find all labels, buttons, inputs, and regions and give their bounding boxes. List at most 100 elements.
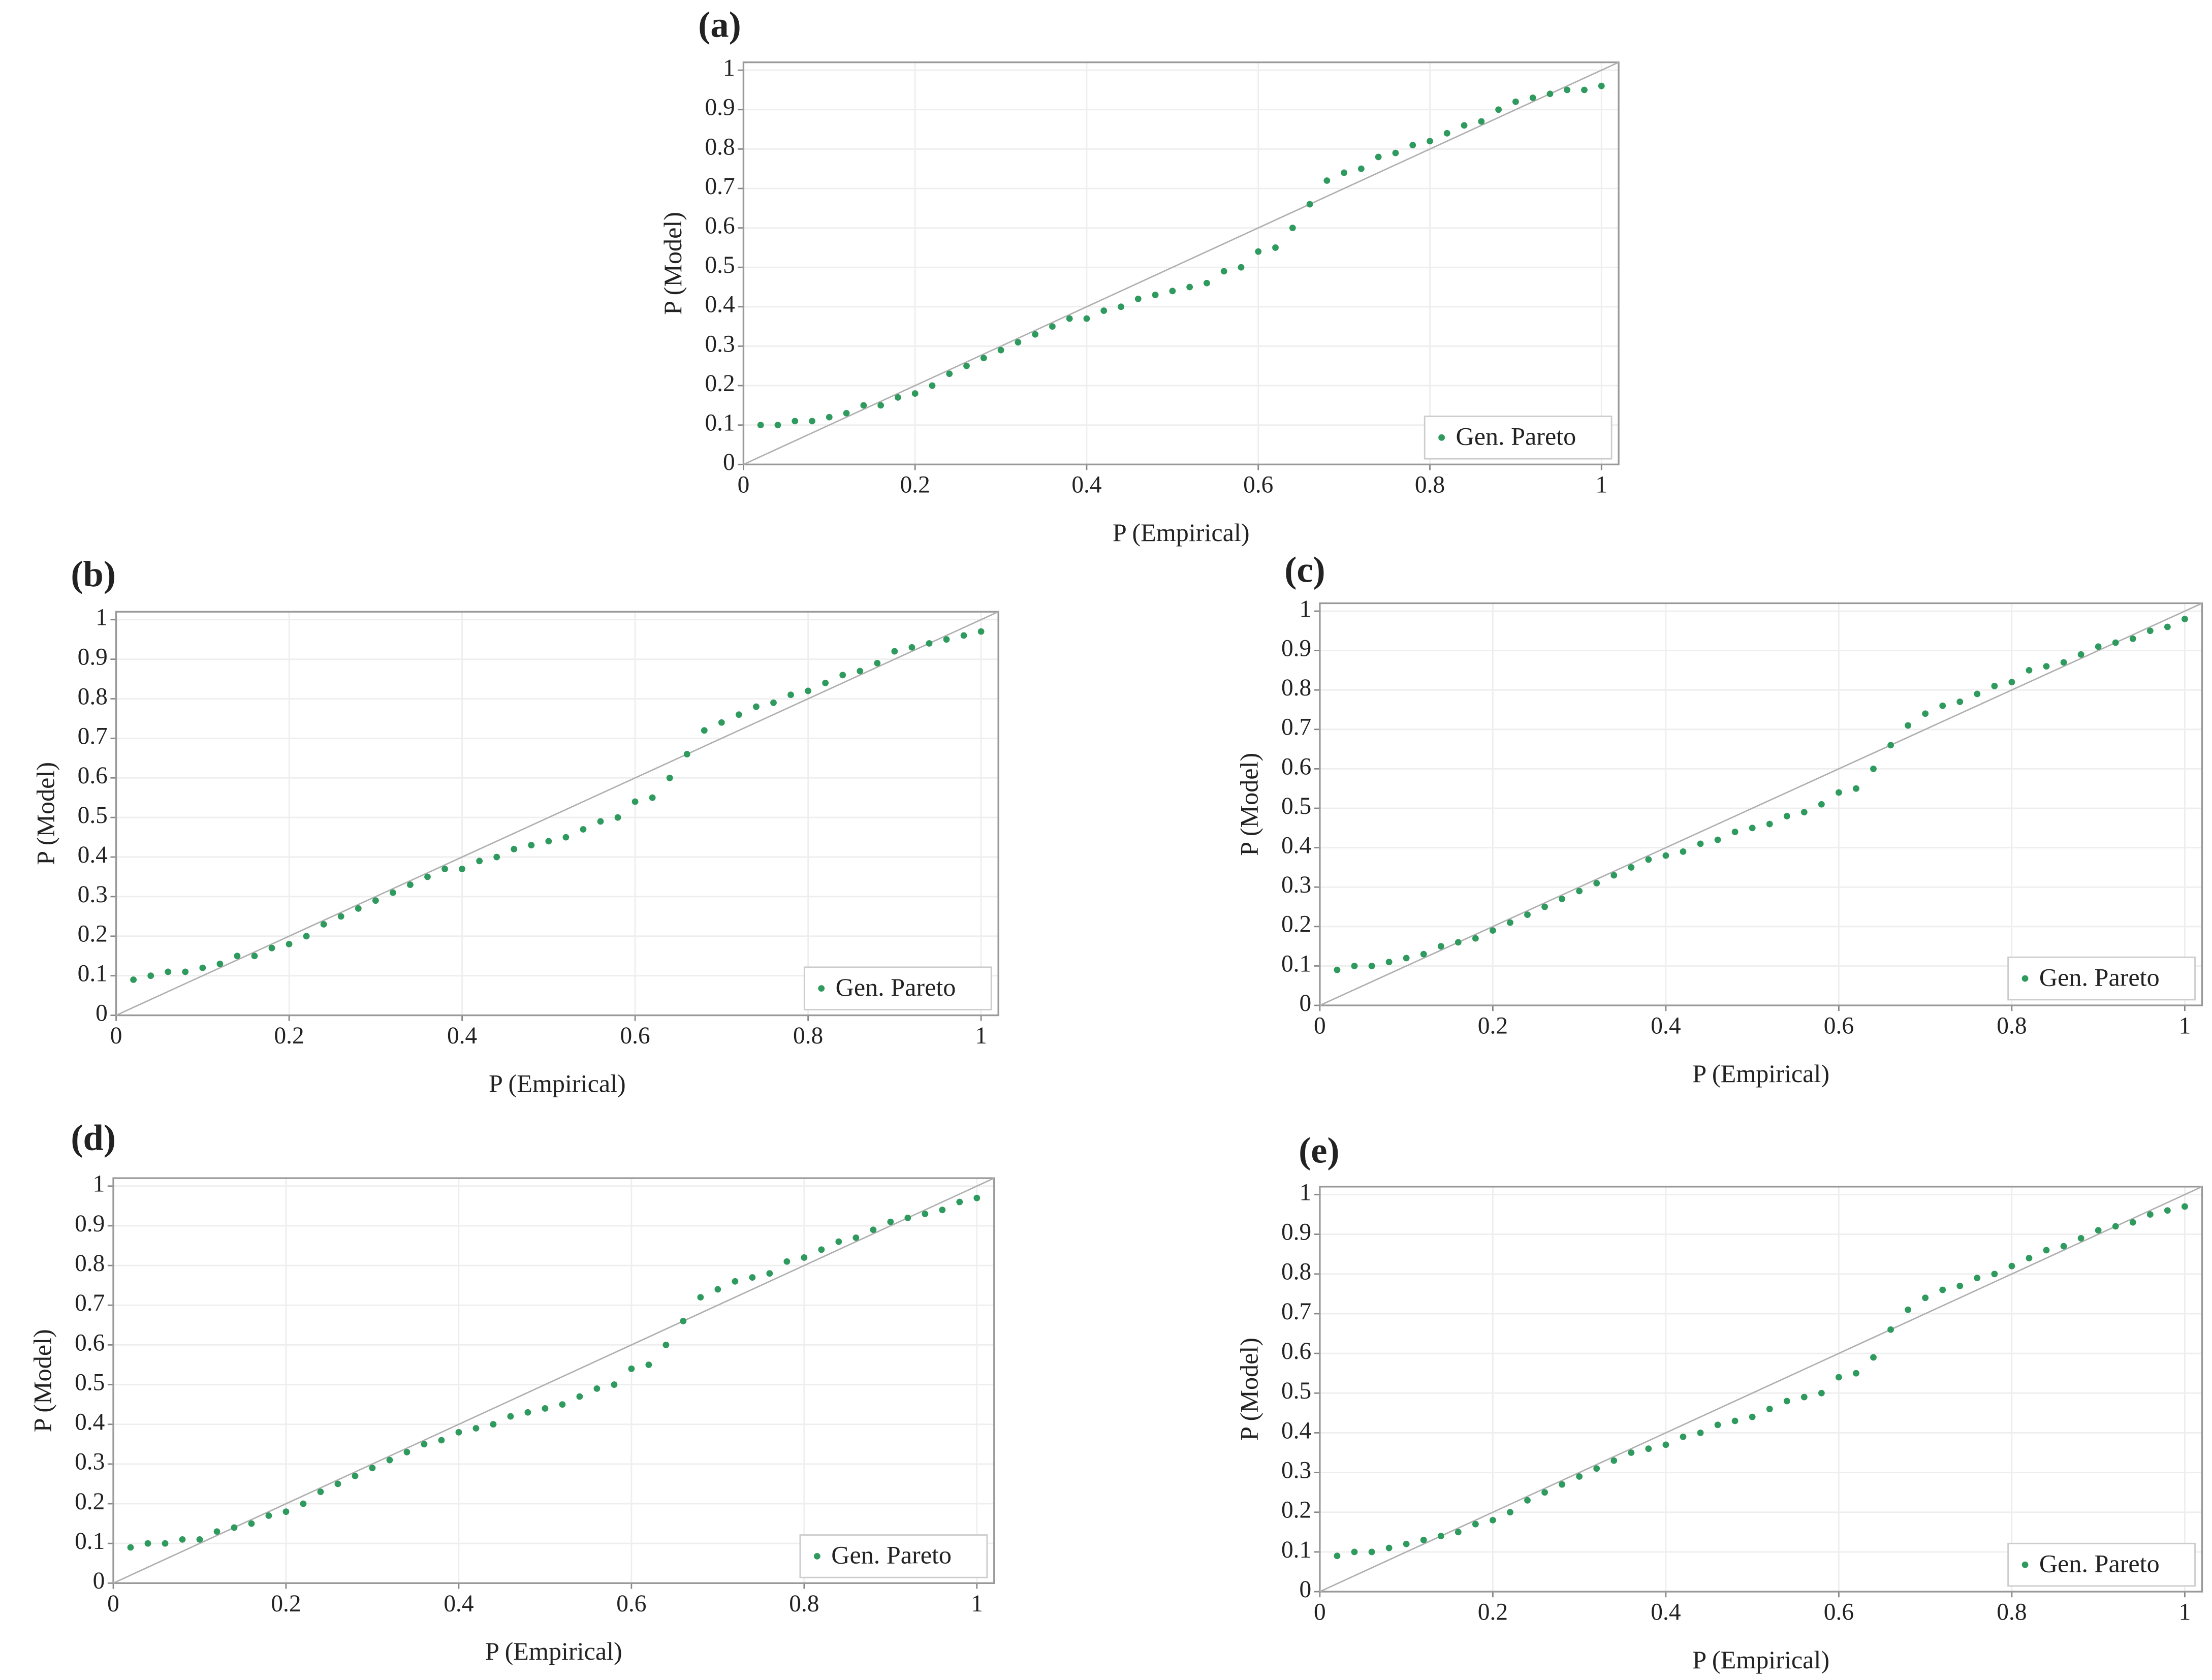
data-point — [1152, 292, 1159, 298]
data-point — [1495, 106, 1502, 113]
data-point — [649, 794, 656, 801]
x-tick-label: 0 — [1314, 1599, 1326, 1626]
data-point — [580, 826, 587, 833]
y-tick-label: 0.1 — [78, 961, 108, 987]
data-point — [887, 1218, 894, 1225]
y-tick-label: 0.6 — [1281, 1338, 1311, 1365]
data-point — [1306, 201, 1313, 208]
data-point — [303, 933, 310, 940]
x-axis-label: P (Empirical) — [1113, 518, 1250, 547]
data-point — [251, 953, 258, 960]
legend-box — [803, 966, 992, 1010]
data-point — [973, 1194, 981, 1201]
legend-marker — [2021, 1561, 2029, 1568]
x-tick-label: 0.6 — [620, 1023, 650, 1049]
x-tick-label: 0.8 — [1997, 1013, 2027, 1039]
legend-marker — [818, 985, 825, 992]
x-tick-label: 1 — [1595, 472, 1607, 498]
x-tick-label: 1 — [2179, 1013, 2191, 1039]
data-point — [1238, 264, 1245, 271]
data-point — [507, 1413, 514, 1420]
data-point — [1437, 1533, 1444, 1540]
data-point — [631, 798, 639, 805]
y-tick-label: 1 — [723, 55, 735, 81]
data-point — [1203, 279, 1210, 287]
y-tick-label: 0.9 — [705, 94, 735, 121]
data-point — [528, 842, 535, 849]
data-point — [1375, 153, 1382, 161]
data-point — [1581, 86, 1588, 93]
x-tick-label: 0.8 — [1997, 1599, 2027, 1626]
data-point — [809, 418, 815, 425]
data-point — [1564, 86, 1571, 93]
data-point — [1697, 840, 1704, 847]
data-point — [1015, 339, 1022, 346]
y-tick-label: 0 — [723, 449, 735, 476]
plot-frame — [1319, 602, 2203, 1006]
data-point — [874, 660, 881, 667]
data-point — [231, 1524, 238, 1531]
data-point — [960, 632, 967, 639]
data-point — [1461, 122, 1468, 129]
data-point — [939, 1207, 946, 1214]
data-point — [1628, 1449, 1635, 1456]
data-point — [1437, 943, 1444, 950]
data-point — [1507, 919, 1513, 926]
data-point — [818, 1246, 825, 1253]
data-point — [801, 1254, 808, 1261]
data-point — [1697, 1430, 1704, 1436]
x-tick-label: 0.4 — [1651, 1013, 1681, 1039]
y-tick-label: 0.9 — [78, 644, 108, 671]
x-tick-label: 0.4 — [447, 1023, 477, 1049]
data-point — [1853, 785, 1859, 792]
data-point — [545, 838, 552, 845]
data-point — [2077, 1235, 2084, 1242]
data-point — [334, 1480, 341, 1487]
data-point — [645, 1361, 652, 1368]
data-point — [337, 913, 344, 920]
data-point — [614, 814, 621, 821]
x-tick-label: 0 — [110, 1023, 122, 1049]
data-point — [455, 1429, 462, 1436]
data-point — [805, 687, 812, 694]
plot-frame — [1319, 1186, 2203, 1593]
data-point — [1783, 813, 1790, 819]
panel-title: (d) — [71, 1117, 116, 1158]
data-point — [196, 1536, 203, 1543]
y-tick-label: 0.3 — [1281, 872, 1311, 898]
data-point — [1731, 829, 1739, 835]
legend-box — [799, 1534, 988, 1578]
data-point — [2182, 1203, 2188, 1210]
data-point — [165, 968, 172, 975]
data-point — [2129, 1219, 2136, 1226]
data-point — [757, 422, 764, 429]
data-point — [908, 644, 915, 651]
data-point — [732, 1278, 739, 1285]
y-tick-label: 0.8 — [1281, 1259, 1311, 1285]
data-point — [680, 1318, 687, 1324]
data-point — [980, 355, 987, 362]
data-point — [922, 1211, 929, 1217]
data-point — [718, 719, 725, 726]
data-point — [1598, 82, 1605, 89]
data-point — [1083, 315, 1090, 322]
data-point — [860, 402, 867, 409]
data-point — [1905, 1306, 1912, 1313]
reference-line — [113, 1177, 995, 1584]
data-point — [1922, 710, 1929, 717]
data-point — [701, 727, 708, 734]
y-tick-label: 0.3 — [705, 331, 735, 357]
data-point — [792, 418, 799, 425]
data-point — [1392, 149, 1399, 156]
data-point — [1272, 244, 1279, 251]
data-point — [1783, 1398, 1790, 1405]
data-point — [714, 1286, 721, 1293]
data-point — [1749, 1413, 1756, 1420]
y-tick-label: 0.6 — [705, 212, 735, 239]
panel: (e) 0 0.2 0.4 0.6 0.8 1 0 0.1 0.2 0.3 0.4 0.5 0.6 0.7 0… — [1235, 1129, 2203, 1674]
y-axis-label: P (Model) — [1235, 753, 1263, 856]
data-point — [1593, 880, 1600, 886]
data-point — [1835, 1374, 1842, 1381]
